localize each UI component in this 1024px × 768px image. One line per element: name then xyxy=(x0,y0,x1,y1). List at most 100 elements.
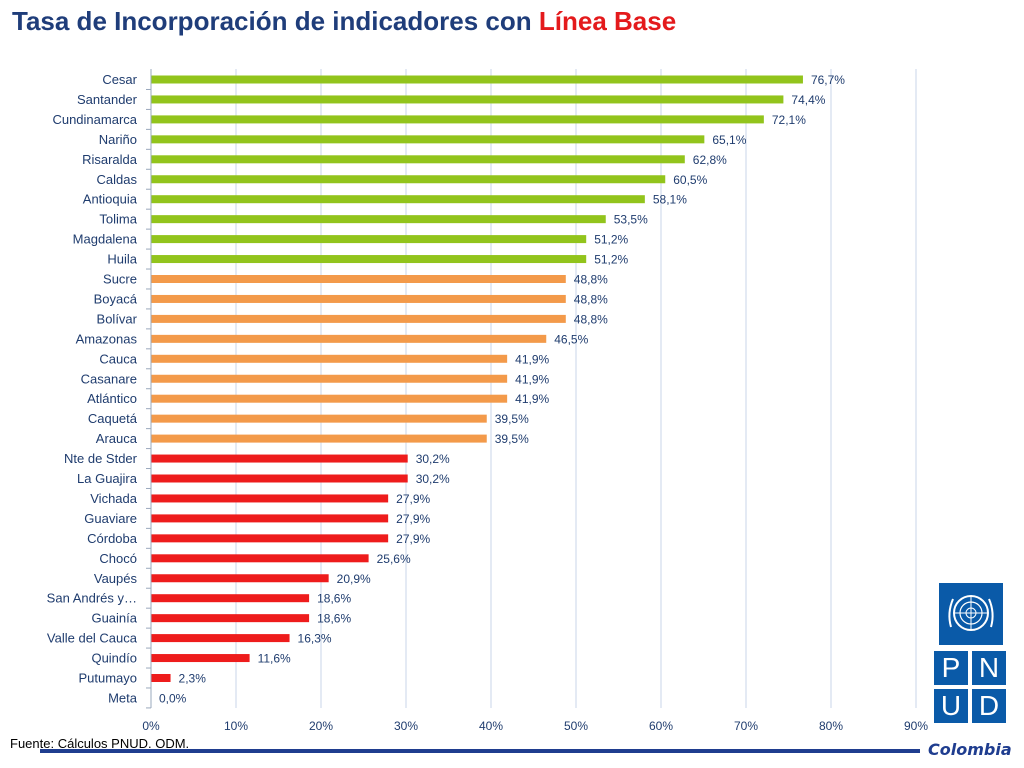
data-label: 48,8% xyxy=(574,312,608,326)
data-label: 27,9% xyxy=(396,492,430,506)
x-tick-label: 30% xyxy=(394,719,418,733)
data-label: 2,3% xyxy=(179,672,207,686)
bar xyxy=(151,275,566,283)
data-label: 76,7% xyxy=(811,73,845,87)
category-label: Putumayo xyxy=(78,671,137,686)
x-tick-label: 50% xyxy=(564,719,588,733)
category-label: Tolima xyxy=(99,212,137,227)
bar xyxy=(151,454,408,463)
data-label: 41,9% xyxy=(515,352,549,366)
data-label: 18,6% xyxy=(317,612,351,626)
category-label: Valle del Cauca xyxy=(47,631,138,646)
category-label: Caldas xyxy=(97,172,138,187)
category-label: Atlántico xyxy=(87,391,137,406)
logo-letter-u: U xyxy=(934,689,968,723)
data-label: 51,2% xyxy=(594,253,628,267)
data-label: 27,9% xyxy=(396,512,430,526)
category-label: La Guajira xyxy=(77,471,138,486)
x-tick-label: 80% xyxy=(819,719,843,733)
data-label: 48,8% xyxy=(574,292,608,306)
data-label: 41,9% xyxy=(515,372,549,386)
bar xyxy=(151,414,487,423)
data-label: 62,8% xyxy=(693,153,727,167)
logo-letter-p: P xyxy=(934,651,968,685)
logo-letter-d: D xyxy=(972,689,1006,723)
bar xyxy=(151,215,606,224)
data-label: 48,8% xyxy=(574,273,608,287)
category-label: Risaralda xyxy=(82,152,138,167)
bar xyxy=(151,354,508,363)
category-label: Arauca xyxy=(96,431,138,446)
data-label: 0,0% xyxy=(159,691,187,705)
data-label: 51,2% xyxy=(594,233,628,247)
bar xyxy=(151,554,369,563)
bar xyxy=(151,634,290,643)
bar xyxy=(151,514,389,523)
category-label: Nariño xyxy=(99,132,137,147)
data-label: 72,1% xyxy=(772,113,806,127)
x-tick-label: 60% xyxy=(649,719,673,733)
category-label: Santander xyxy=(77,92,138,107)
bar xyxy=(151,95,784,104)
data-label: 60,5% xyxy=(673,173,707,187)
category-label: Cesar xyxy=(102,72,137,87)
category-label: Antioquia xyxy=(83,192,138,207)
data-label: 27,9% xyxy=(396,532,430,546)
category-label: Cauca xyxy=(99,351,137,366)
category-label: Boyacá xyxy=(94,291,138,306)
data-label: 25,6% xyxy=(377,552,411,566)
bar xyxy=(151,135,705,144)
bar xyxy=(151,374,508,383)
data-label: 39,5% xyxy=(495,432,529,446)
data-label: 53,5% xyxy=(614,213,648,227)
category-label: Córdoba xyxy=(87,531,138,546)
category-label: Meta xyxy=(108,690,138,705)
bar xyxy=(151,534,389,543)
category-label: Nte de Stder xyxy=(64,451,138,466)
logo-letter-n: N xyxy=(972,651,1006,685)
bar xyxy=(151,235,587,244)
data-label: 41,9% xyxy=(515,392,549,406)
bar xyxy=(151,614,310,623)
data-label: 18,6% xyxy=(317,592,351,606)
bar xyxy=(151,195,645,204)
footer-divider xyxy=(40,749,920,753)
category-label: Chocó xyxy=(99,551,137,566)
bar xyxy=(151,255,587,264)
x-tick-label: 20% xyxy=(309,719,333,733)
bar xyxy=(151,674,171,682)
bar xyxy=(151,115,764,124)
category-label: Caquetá xyxy=(88,411,138,426)
bar xyxy=(151,175,666,184)
bar xyxy=(151,434,487,443)
bar-chart: 0% 10% 20% 30% 40% 50% 60% 70% 80% 90% Cesar 76,7% S… xyxy=(47,69,928,733)
data-label: 65,1% xyxy=(712,133,746,147)
category-label: Vichada xyxy=(90,491,138,506)
category-label: Magdalena xyxy=(73,232,138,247)
category-label: Guainía xyxy=(91,611,137,626)
bar xyxy=(151,474,408,483)
x-tick-label: 40% xyxy=(479,719,503,733)
category-label: Vaupés xyxy=(94,571,138,586)
chart-title: Tasa de Incorporación de indicadores con… xyxy=(12,6,676,37)
data-label: 30,2% xyxy=(416,472,450,486)
category-label: Bolívar xyxy=(97,311,138,326)
bar xyxy=(151,334,547,343)
bar xyxy=(151,574,329,583)
bar xyxy=(151,314,566,323)
category-label: Casanare xyxy=(81,371,137,386)
data-label: 46,5% xyxy=(554,332,588,346)
un-emblem-icon xyxy=(939,583,1003,645)
category-label: Sucre xyxy=(103,272,137,287)
category-label: Cundinamarca xyxy=(52,112,137,127)
category-label: San Andrés y… xyxy=(47,591,137,606)
data-label: 16,3% xyxy=(298,632,332,646)
bar xyxy=(151,394,508,403)
bar xyxy=(151,155,685,164)
data-label: 39,5% xyxy=(495,412,529,426)
x-tick-label: 90% xyxy=(904,719,928,733)
bar xyxy=(151,294,566,303)
bar xyxy=(151,494,389,503)
bar xyxy=(151,594,310,603)
bar xyxy=(151,75,803,84)
